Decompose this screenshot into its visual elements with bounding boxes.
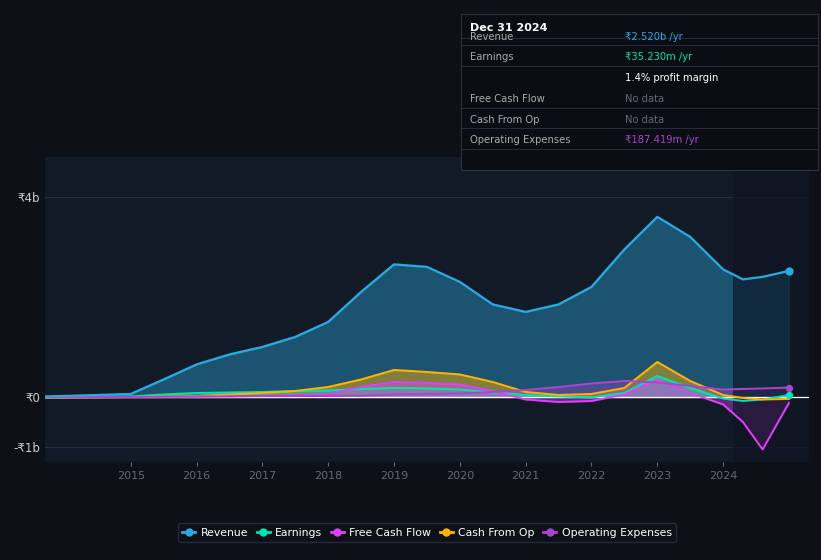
Text: Dec 31 2024: Dec 31 2024	[470, 23, 548, 33]
Text: Free Cash Flow: Free Cash Flow	[470, 94, 545, 104]
Text: ₹35.230m /yr: ₹35.230m /yr	[625, 53, 692, 63]
Text: No data: No data	[625, 94, 664, 104]
Text: 1.4% profit margin: 1.4% profit margin	[625, 73, 718, 83]
Point	[782, 383, 796, 392]
Point	[782, 267, 796, 276]
Text: Operating Expenses: Operating Expenses	[470, 136, 571, 146]
Text: ₹2.520b /yr: ₹2.520b /yr	[625, 32, 682, 42]
Text: No data: No data	[625, 115, 664, 125]
Text: ₹187.419m /yr: ₹187.419m /yr	[625, 136, 699, 146]
Bar	[733, 157, 809, 462]
Text: Earnings: Earnings	[470, 53, 514, 63]
Legend: Revenue, Earnings, Free Cash Flow, Cash From Op, Operating Expenses: Revenue, Earnings, Free Cash Flow, Cash …	[177, 524, 677, 542]
Text: Cash From Op: Cash From Op	[470, 115, 540, 125]
Text: Revenue: Revenue	[470, 32, 514, 42]
Point	[782, 391, 796, 400]
